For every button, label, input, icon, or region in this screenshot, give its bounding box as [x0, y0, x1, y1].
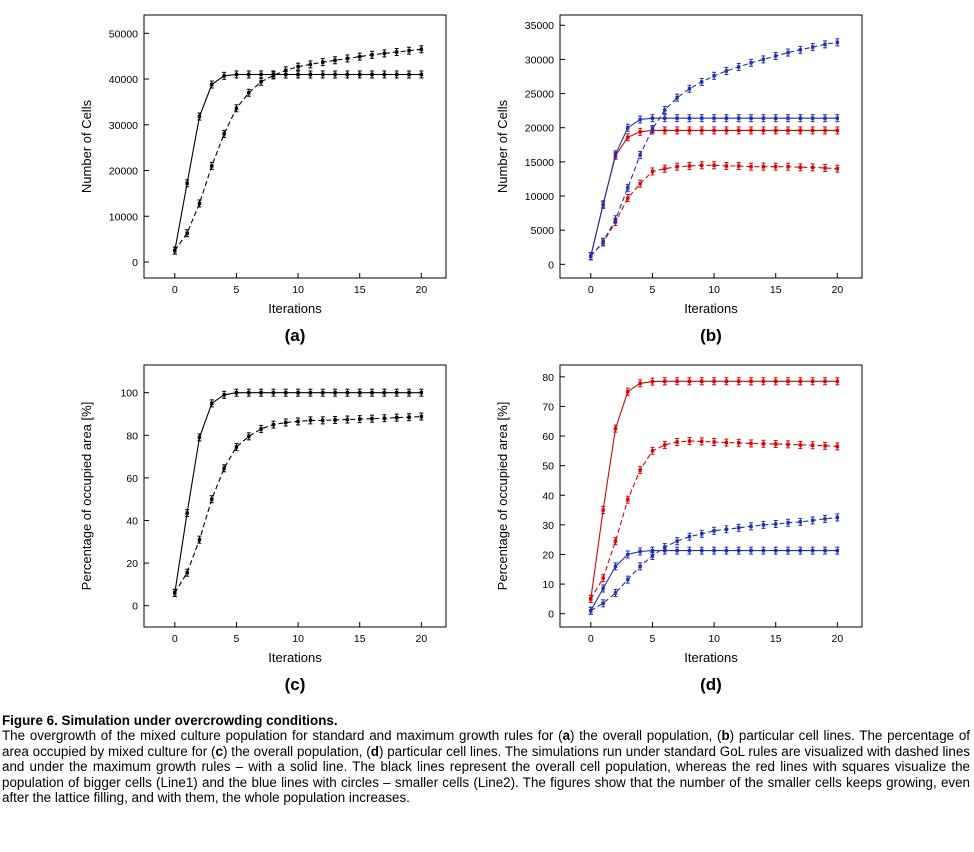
y-tick-label: 40000: [109, 74, 138, 86]
series-line: [590, 164, 838, 257]
series-2: [588, 114, 840, 261]
x-tick-label: 5: [650, 284, 656, 296]
plot-frame: [559, 364, 863, 628]
plot-frame: [143, 364, 447, 628]
x-tick-label: 15: [770, 284, 782, 296]
series-2: [588, 546, 840, 615]
y-tick-label: 30000: [109, 120, 138, 132]
series-line: [590, 516, 838, 612]
figure-caption: Figure 6. Simulation under overcrowding …: [2, 713, 970, 805]
x-tick-label: 15: [354, 633, 366, 645]
series-line: [590, 129, 838, 257]
x-tick-label: 0: [172, 633, 178, 645]
series-1: [588, 437, 840, 603]
figure-charts: 0 5 10 15 2001000020000300004000050000Iterat…: [79, 14, 863, 694]
y-tick-label: 20000: [109, 166, 138, 178]
series-1: [588, 161, 840, 261]
y-tick-label: 20000: [525, 123, 554, 135]
y-tick-label: 25000: [525, 89, 554, 101]
y-tick-label: 20: [542, 549, 554, 561]
x-tick-label: 10: [708, 633, 720, 645]
chart-panel-c: 0 5 10 15 20 0 20 40 60 80 100 Iterations Percentage…: [79, 364, 447, 694]
x-tick-label: 0: [588, 284, 594, 296]
caption-text: ) particular cell lines. The percentage …: [2, 728, 970, 759]
x-tick-label: 0: [588, 633, 594, 645]
caption-text: The overgrowth of the mixed culture popu…: [2, 728, 563, 744]
caption-panel-ref: d: [370, 743, 379, 759]
y-axis-title: Number of Cells: [79, 99, 94, 193]
y-tick-label: 100: [120, 388, 138, 400]
x-tick-label: 0: [172, 284, 178, 296]
y-tick-label: 80: [126, 430, 138, 442]
panel-label: (b): [700, 326, 722, 345]
y-tick-label: 0: [548, 259, 554, 271]
series-line: [590, 380, 838, 599]
x-tick-label: 15: [770, 633, 782, 645]
y-tick-label: 40: [542, 490, 554, 502]
series-0: [588, 126, 840, 261]
x-tick-label: 15: [354, 284, 366, 296]
y-tick-label: 0: [132, 257, 138, 269]
panel-label: (a): [285, 326, 306, 345]
y-axis-title: Percentage of occupied area [%]: [495, 402, 510, 591]
y-tick-label: 80: [542, 372, 554, 384]
panel-label: (c): [285, 675, 306, 694]
x-tick-label: 20: [416, 633, 428, 645]
y-tick-label: 50000: [109, 28, 138, 40]
series-3: [588, 513, 840, 615]
y-tick-label: 10: [542, 579, 554, 591]
x-tick-label: 5: [234, 284, 240, 296]
y-axis-title: Number of Cells: [495, 99, 510, 193]
y-tick-label: 15000: [525, 157, 554, 169]
y-tick-label: 40: [126, 515, 138, 527]
y-tick-label: 70: [542, 401, 554, 413]
panel-label: (d): [700, 675, 722, 694]
x-axis-title: Iterations: [268, 301, 322, 316]
caption-panel-ref: c: [215, 743, 223, 759]
x-axis-title: Iterations: [684, 650, 738, 665]
series-line: [174, 415, 422, 594]
caption-title: Figure 6. Simulation under overcrowding …: [2, 713, 338, 728]
y-tick-label: 30: [542, 520, 554, 532]
caption-body: The overgrowth of the mixed culture popu…: [2, 728, 970, 805]
caption-text: ) the overall population, (: [570, 728, 722, 744]
series-0: [588, 377, 840, 603]
x-axis-title: Iterations: [268, 650, 322, 665]
y-axis-title: Percentage of occupied area [%]: [79, 402, 94, 591]
y-tick-label: 60: [126, 473, 138, 485]
y-tick-label: 50: [542, 461, 554, 473]
caption-text: ) particular cell lines. The simulations…: [2, 743, 970, 806]
series-1: [172, 45, 424, 255]
series-3: [588, 38, 840, 261]
x-tick-label: 20: [416, 284, 428, 296]
chart-panel-a: 0 5 10 15 20 0 10000 20000 30000 40000 50000 Iterat…: [79, 14, 447, 345]
x-tick-label: 20: [832, 284, 844, 296]
y-tick-label: 35000: [525, 20, 554, 32]
x-tick-label: 10: [708, 284, 720, 296]
x-tick-label: 5: [650, 633, 656, 645]
chart-panel-d: 0 5 10 15 20 0 10 20 30 40 50 60 70 80 Iterations Perce…: [495, 364, 863, 694]
series-1: [172, 412, 424, 597]
x-tick-label: 20: [832, 633, 844, 645]
y-tick-label: 0: [548, 609, 554, 621]
x-tick-label: 5: [234, 633, 240, 645]
caption-panel-ref: a: [562, 728, 571, 744]
plot-frame: [143, 14, 447, 279]
y-tick-label: 5000: [531, 225, 555, 237]
caption-text: ) the overall population, (: [222, 743, 371, 759]
x-tick-label: 10: [292, 633, 304, 645]
y-tick-label: 20: [126, 558, 138, 570]
x-tick-label: 10: [292, 284, 304, 296]
caption-panel-ref: b: [721, 728, 730, 744]
y-tick-label: 0: [132, 601, 138, 613]
series-line: [174, 48, 422, 251]
plot-frame: [559, 14, 863, 279]
chart-panel-b: 0 5 10 15 20 0 5000 10000 15000 20000 25000 30000 35…: [495, 14, 863, 345]
y-tick-label: 10000: [525, 191, 554, 203]
y-tick-label: 10000: [109, 211, 138, 223]
y-tick-label: 60: [542, 431, 554, 443]
x-axis-title: Iterations: [684, 301, 738, 316]
y-tick-label: 30000: [525, 54, 554, 66]
